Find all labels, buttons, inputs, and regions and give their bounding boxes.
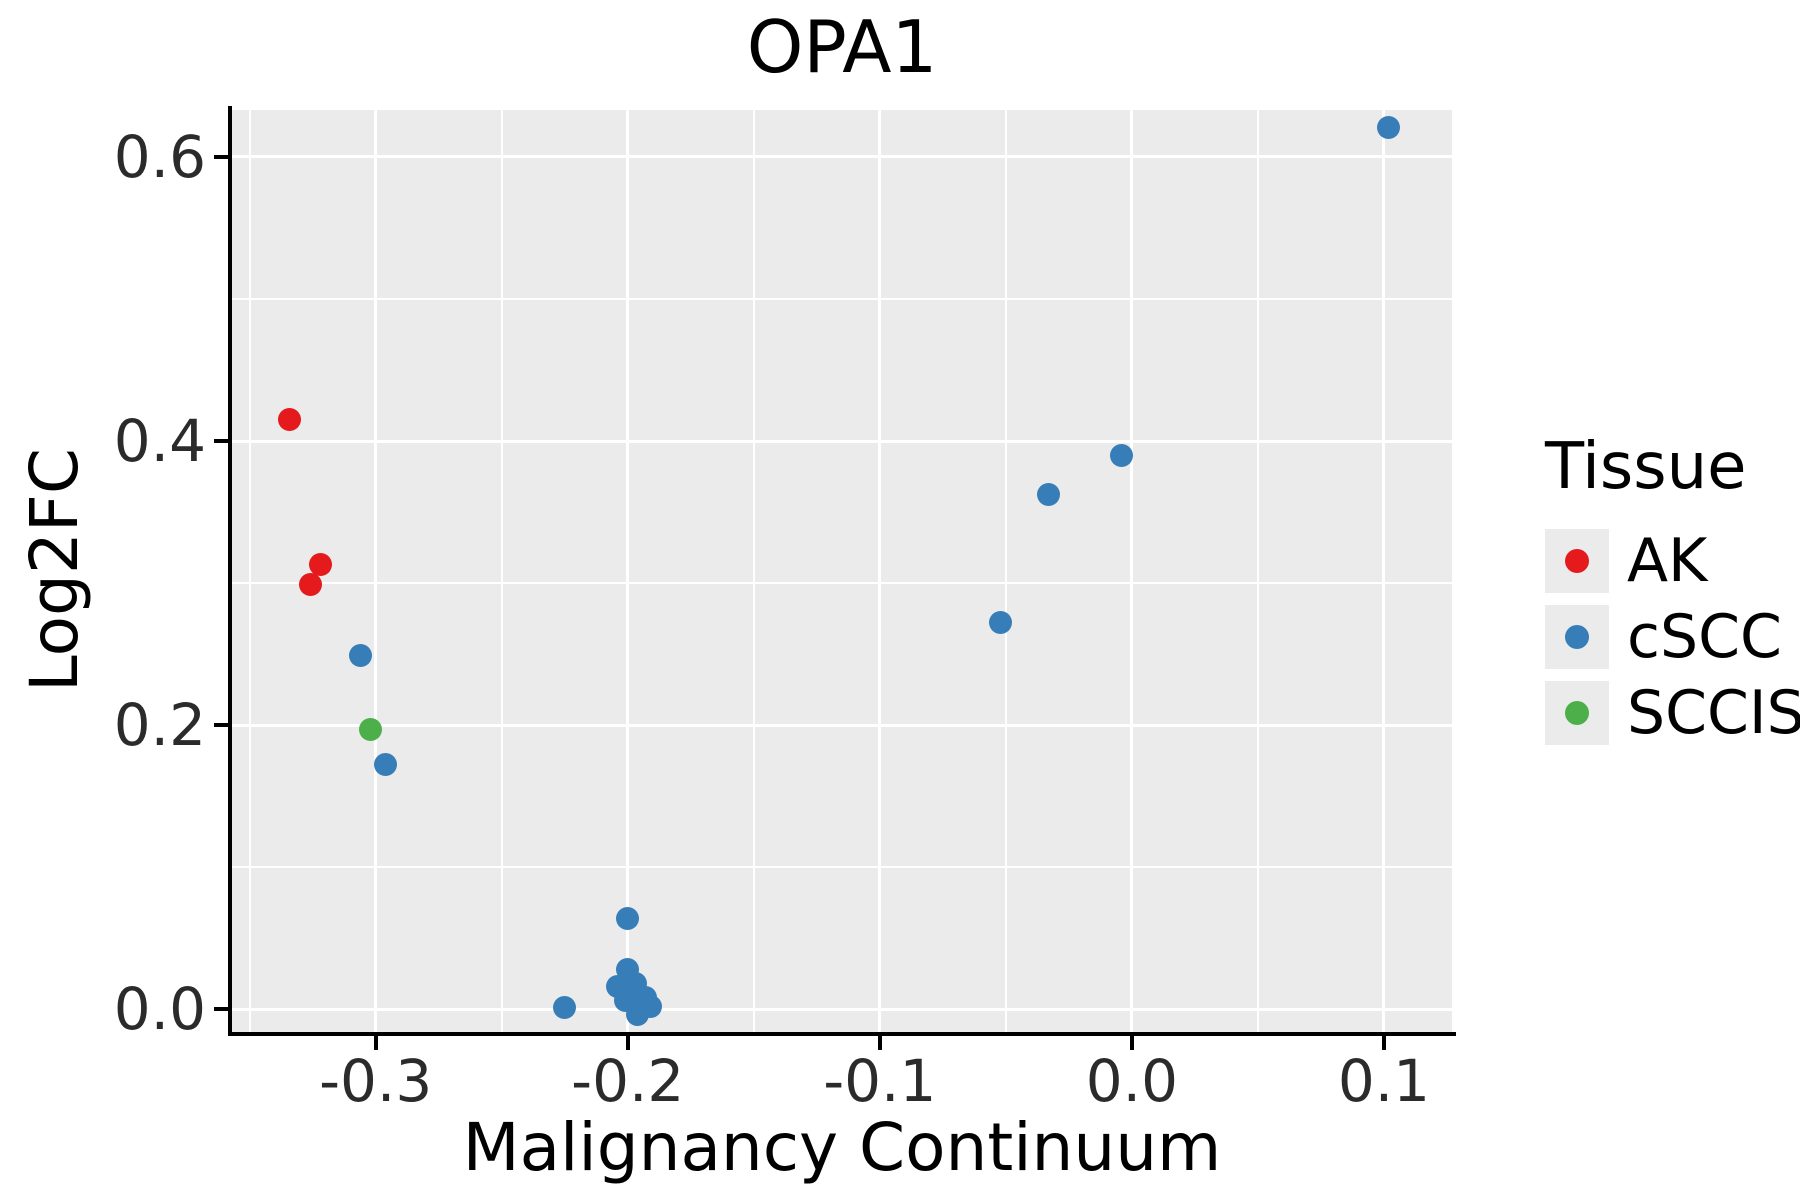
plot-panel bbox=[232, 110, 1452, 1032]
y-minor-gridline bbox=[232, 297, 1452, 300]
x-major-gridline bbox=[374, 110, 378, 1032]
data-point-cSCC bbox=[989, 611, 1013, 635]
x-tick-mark bbox=[1129, 1036, 1134, 1050]
legend-item-label: cSCC bbox=[1627, 602, 1782, 672]
data-point-AK bbox=[308, 553, 332, 577]
x-major-gridline bbox=[1130, 110, 1134, 1032]
x-tick-label: -0.1 bbox=[823, 1047, 937, 1115]
x-tick-mark bbox=[877, 1036, 882, 1050]
y-tick-mark bbox=[214, 1007, 228, 1012]
y-tick-label: 0.6 bbox=[113, 122, 206, 191]
legend-key bbox=[1545, 529, 1609, 593]
legend-key bbox=[1545, 605, 1609, 669]
legend-dot-icon bbox=[1565, 701, 1589, 725]
x-tick-mark bbox=[1381, 1036, 1386, 1050]
y-major-gridline bbox=[232, 155, 1452, 159]
data-point-cSCC bbox=[374, 753, 398, 777]
y-tick-mark bbox=[214, 439, 228, 443]
legend-item-AK: AK bbox=[1545, 526, 1800, 596]
x-minor-gridline bbox=[1004, 110, 1007, 1032]
y-major-gridline bbox=[232, 1007, 1452, 1011]
data-point-cSCC bbox=[1377, 115, 1401, 139]
y-tick-mark bbox=[214, 154, 228, 159]
legend-dot-icon bbox=[1565, 625, 1589, 649]
legend: Tissue AK cSCC SCCIS bbox=[1545, 430, 1800, 754]
x-tick-label: -0.2 bbox=[571, 1047, 685, 1115]
x-minor-gridline bbox=[752, 110, 755, 1032]
y-axis-line bbox=[228, 106, 232, 1036]
x-axis-line bbox=[228, 1032, 1456, 1036]
x-tick-mark bbox=[373, 1036, 378, 1050]
y-major-gridline bbox=[232, 723, 1452, 727]
x-minor-gridline bbox=[500, 110, 503, 1032]
data-point-cSCC bbox=[638, 994, 662, 1018]
legend-item-label: SCCIS bbox=[1627, 678, 1800, 748]
x-minor-gridline bbox=[248, 110, 251, 1032]
chart-title: OPA1 bbox=[746, 5, 938, 89]
data-point-SCCIS bbox=[359, 717, 383, 741]
x-axis-label: Malignancy Continuum bbox=[462, 1109, 1222, 1186]
y-tick-label: 0.0 bbox=[113, 975, 206, 1044]
legend-key bbox=[1545, 681, 1609, 745]
y-major-gridline bbox=[232, 439, 1452, 443]
y-tick-label: 0.4 bbox=[113, 407, 206, 475]
data-point-AK bbox=[278, 408, 302, 432]
legend-dot-icon bbox=[1565, 549, 1589, 573]
x-major-gridline bbox=[626, 110, 630, 1032]
y-minor-gridline bbox=[232, 582, 1452, 585]
x-tick-mark bbox=[625, 1036, 630, 1050]
data-point-cSCC bbox=[349, 644, 373, 668]
legend-items: AK cSCC SCCIS bbox=[1545, 526, 1800, 748]
legend-item-label: AK bbox=[1627, 526, 1708, 596]
data-point-cSCC bbox=[1110, 443, 1134, 467]
y-minor-gridline bbox=[232, 866, 1452, 869]
legend-item-cSCC: cSCC bbox=[1545, 602, 1800, 672]
x-major-gridline bbox=[878, 110, 882, 1032]
legend-item-SCCIS: SCCIS bbox=[1545, 678, 1800, 748]
legend-title: Tissue bbox=[1545, 430, 1747, 504]
y-tick-label: 0.2 bbox=[113, 691, 206, 760]
x-major-gridline bbox=[1382, 110, 1386, 1032]
x-tick-label: -0.3 bbox=[319, 1047, 433, 1115]
data-point-cSCC bbox=[553, 996, 577, 1020]
x-tick-label: 0.1 bbox=[1337, 1047, 1431, 1115]
data-point-cSCC bbox=[1037, 483, 1061, 507]
data-point-cSCC bbox=[616, 906, 640, 930]
x-minor-gridline bbox=[1256, 110, 1259, 1032]
x-tick-label: 0.0 bbox=[1085, 1047, 1178, 1115]
data-point-AK bbox=[298, 572, 322, 596]
y-tick-mark bbox=[214, 723, 228, 728]
